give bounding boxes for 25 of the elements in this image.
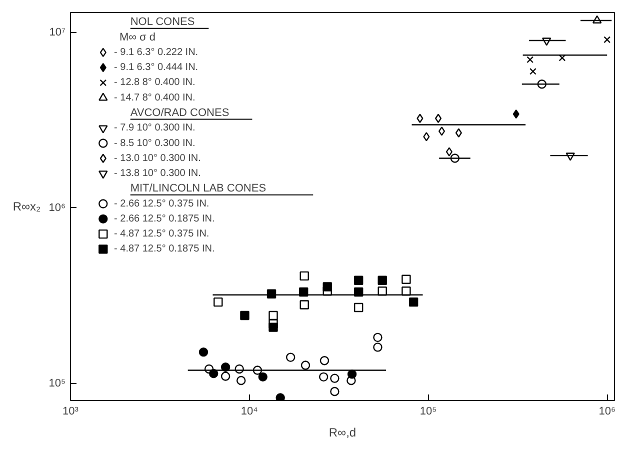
x-tick-label: 10³ [62,406,79,418]
x-axis-title: R∞,d [328,426,356,440]
legend-label: - 9.1 6.3° 0.222 IN. [114,46,198,58]
y-axis-title: R∞x₂ [12,200,42,214]
annotation: AVCO/RAD CONES [130,106,230,119]
x-tick-label: 10⁵ [420,406,437,418]
legend-label: - 12.8 8° 0.400 IN. [114,77,196,88]
y-tick-label: 10⁶ [48,202,66,214]
y-tick-label: 10⁵ [48,377,66,390]
x-tick-label: 10⁴ [240,406,258,418]
annotation: NOL CONES [130,16,195,28]
legend-label: - 4.87 12.5° 0.375 IN. [114,228,210,240]
legend-title: M∞ σ d [119,31,156,44]
legend-label: - 13.8 10° 0.300 IN. [114,168,201,180]
legend-label: - 7.9 10° 0.300 IN. [114,122,196,134]
legend-label: - 2.66 12.5° 0.375 IN. [114,198,210,210]
legend-label: - 2.66 12.5° 0.1875 IN. [114,213,215,224]
legend-label: - 14.7 8° 0.400 IN. [114,92,196,104]
x-tick-label: 10⁶ [598,406,616,418]
y-tick-label: 10⁷ [49,26,66,38]
legend-label: - 8.5 10° 0.300 IN. [114,138,196,149]
legend-label: - 13.0 10° 0.300 IN. [114,152,201,164]
legend-label: - 4.87 12.5° 0.1875 IN. [114,244,215,255]
annotation: MIT/LINCOLN LAB CONES [130,182,266,195]
legend-label: - 9.1 6.3° 0.444 IN. [114,62,198,74]
